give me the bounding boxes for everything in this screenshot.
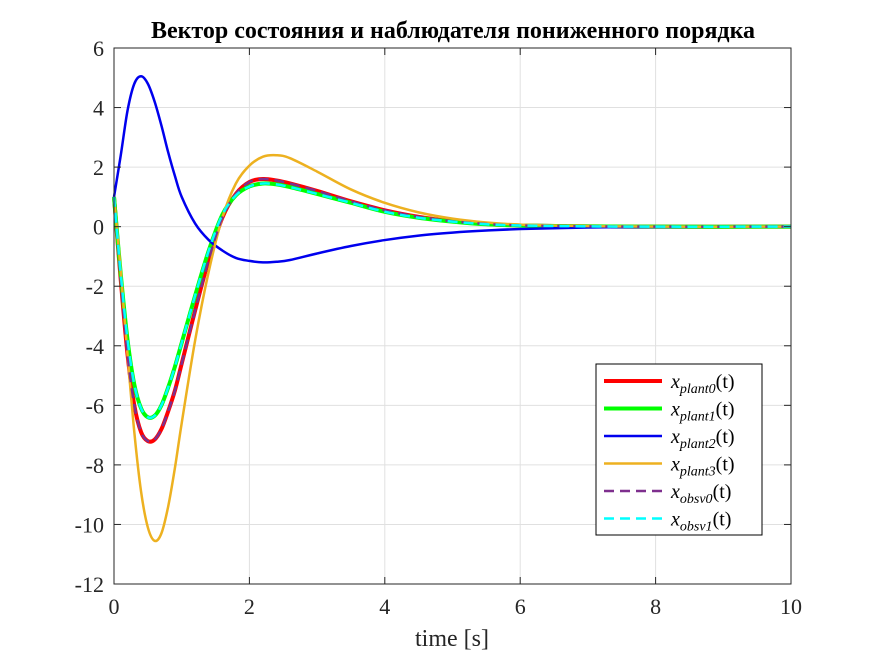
x-tick-label: 4 bbox=[379, 594, 390, 619]
legend-label: xobsv0(t) bbox=[670, 481, 731, 507]
x-axis-label: time [s] bbox=[415, 626, 489, 652]
legend-label-subscript: plant0 bbox=[679, 382, 716, 397]
legend-entry-obsv0: xobsv0(t) bbox=[604, 481, 731, 507]
legend-label-suffix: (t) bbox=[716, 399, 735, 421]
legend-label: xplant0(t) bbox=[670, 371, 735, 397]
series-line-plant3 bbox=[112, 153, 792, 543]
x-tick-label: 8 bbox=[650, 594, 661, 619]
legend-label: xplant2(t) bbox=[670, 426, 735, 452]
legend-entry-plant2: xplant2(t) bbox=[604, 426, 735, 452]
legend-label-suffix: (t) bbox=[716, 426, 735, 448]
y-tick-label: -8 bbox=[86, 453, 104, 478]
legend-label-suffix: (t) bbox=[713, 481, 732, 503]
legend-label: xplant1(t) bbox=[670, 399, 735, 425]
series-group bbox=[112, 75, 792, 543]
legend-entry-obsv1: xobsv1(t) bbox=[604, 509, 731, 535]
legend-label-main: x bbox=[670, 426, 680, 448]
y-tick-label: -4 bbox=[86, 334, 104, 359]
chart-title: Вектор состояния и наблюдателя пониженно… bbox=[151, 18, 755, 44]
legend-label-main: x bbox=[670, 509, 680, 531]
legend-box bbox=[595, 363, 763, 536]
y-tick-label: 4 bbox=[93, 96, 104, 121]
legend-label: xplant3(t) bbox=[670, 454, 735, 480]
legend-entry-plant1: xplant1(t) bbox=[604, 399, 735, 425]
legend-label-subscript: obsv1 bbox=[680, 520, 713, 535]
axis-ticks: 0 2 4 6 8 10 6 4 2 0 -2 -4 -6 -8 -10 -12 bbox=[75, 36, 802, 619]
y-tick-label: 0 bbox=[93, 215, 104, 240]
plot-frame bbox=[113, 47, 792, 585]
legend-label: xobsv1(t) bbox=[670, 509, 731, 535]
legend-label-subscript: plant3 bbox=[679, 465, 716, 480]
legend-label-suffix: (t) bbox=[716, 371, 735, 393]
y-tick-label: -12 bbox=[75, 572, 104, 597]
legend-label-subscript: plant1 bbox=[679, 410, 716, 425]
x-tick-label: 0 bbox=[109, 594, 120, 619]
legend-label-main: x bbox=[670, 454, 680, 476]
y-tick-label: 6 bbox=[93, 36, 104, 61]
y-tick-label: -10 bbox=[75, 512, 104, 537]
legend-entry-plant3: xplant3(t) bbox=[604, 454, 735, 480]
legend-entry-plant0: xplant0(t) bbox=[604, 371, 735, 397]
legend-label-main: x bbox=[670, 399, 680, 421]
legend-label-subscript: plant2 bbox=[679, 437, 716, 452]
x-tick-label: 10 bbox=[780, 594, 802, 619]
legend-label-suffix: (t) bbox=[716, 454, 735, 476]
series-line-plant2 bbox=[112, 75, 792, 264]
legend: xplant0(t)xplant1(t)xplant2(t)xplant3(t)… bbox=[595, 363, 763, 536]
y-tick-label: 2 bbox=[93, 155, 104, 180]
series-line-obsv1 bbox=[112, 182, 792, 420]
legend-label-suffix: (t) bbox=[713, 509, 732, 531]
legend-label-main: x bbox=[670, 481, 680, 503]
x-tick-label: 2 bbox=[244, 594, 255, 619]
legend-items: xplant0(t)xplant1(t)xplant2(t)xplant3(t)… bbox=[604, 371, 735, 535]
y-tick-label: -2 bbox=[86, 274, 104, 299]
x-tick-label: 6 bbox=[515, 594, 526, 619]
y-tick-label: -6 bbox=[86, 393, 104, 418]
legend-label-main: x bbox=[670, 371, 680, 393]
legend-label-subscript: obsv0 bbox=[680, 492, 713, 507]
